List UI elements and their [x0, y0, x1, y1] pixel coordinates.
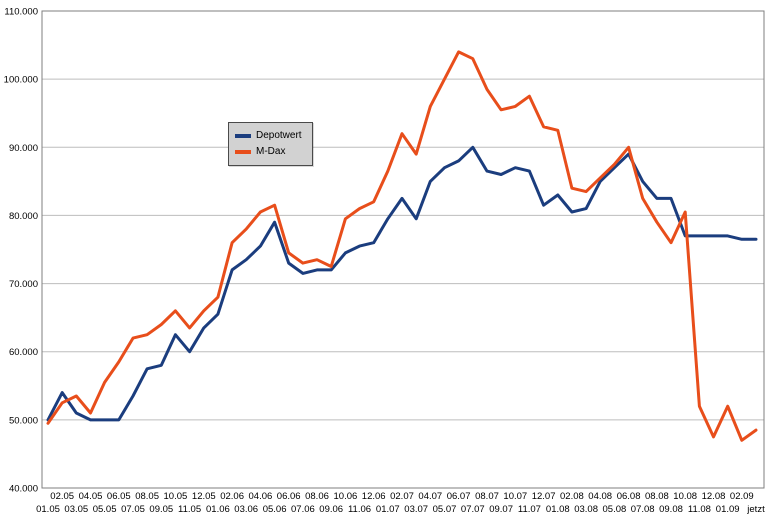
x-tick-label: 11.07 [518, 504, 541, 515]
x-tick-label: 07.06 [291, 504, 315, 515]
x-tick-label: 09.08 [659, 504, 683, 515]
chart-legend: Depotwert M-Dax [228, 122, 313, 166]
y-tick-label: 60.000 [9, 347, 38, 358]
x-tick-label: 05.05 [93, 504, 117, 515]
legend-item-depotwert: Depotwert [235, 129, 302, 143]
x-tick-label: 04.07 [418, 491, 442, 502]
x-tick-label: 11.08 [688, 504, 711, 515]
x-tick-label: 01.05 [36, 504, 60, 515]
x-tick-label: 04.08 [588, 491, 612, 502]
depotwert-line-swatch [235, 134, 251, 138]
x-tick-label: 08.06 [305, 491, 329, 502]
x-tick-label: 06.07 [447, 491, 471, 502]
x-tick-label: 06.05 [107, 491, 131, 502]
y-tick-label: 50.000 [9, 415, 38, 426]
x-tick-label: 01.06 [206, 504, 230, 515]
x-tick-label: 10.05 [164, 491, 188, 502]
y-tick-label: 110.000 [4, 7, 38, 18]
x-tick-label: 04.05 [79, 491, 103, 502]
x-tick-label: 09.06 [319, 504, 343, 515]
x-tick-label: 08.07 [475, 491, 499, 502]
plot-border [41, 10, 765, 489]
x-tick-label: 11.05 [178, 504, 201, 515]
x-tick-label: 10.07 [503, 491, 527, 502]
x-tick-label: 07.08 [631, 504, 655, 515]
x-tick-label: 01.08 [546, 504, 570, 515]
x-tick-label: 05.07 [433, 504, 457, 515]
x-tick-label: 12.05 [192, 491, 216, 502]
x-tick-label: 11.06 [348, 504, 371, 515]
x-tick-label: 12.06 [362, 491, 386, 502]
x-tick-label: 06.06 [277, 491, 301, 502]
x-tick-label: 06.08 [617, 491, 641, 502]
x-tick-label: 10.08 [673, 491, 697, 502]
y-tick-label: 80.000 [9, 211, 38, 222]
x-tick-label: 05.08 [603, 504, 627, 515]
x-tick-label: 08.08 [645, 491, 669, 502]
x-tick-label: 10.06 [334, 491, 358, 502]
x-tick-label: 08.05 [135, 491, 159, 502]
x-tick-label: 03.07 [404, 504, 428, 515]
y-tick-label: 100.000 [4, 75, 38, 86]
x-tick-label: 01.09 [716, 504, 740, 515]
mdax-line-swatch [235, 150, 251, 154]
x-tick-label: 09.07 [489, 504, 513, 515]
legend-label-depotwert: Depotwert [256, 130, 302, 141]
x-tick-label: 03.08 [574, 504, 598, 515]
x-tick-label: 09.05 [149, 504, 173, 515]
x-tick-label: 07.07 [461, 504, 485, 515]
x-tick-label: 12.07 [532, 491, 556, 502]
x-tick-label: jetzt [746, 504, 765, 515]
x-tick-label: 03.06 [234, 504, 258, 515]
y-tick-label: 90.000 [9, 143, 38, 154]
y-tick-label: 70.000 [9, 279, 38, 290]
series-line-depotwert [46, 145, 758, 422]
x-tick-label: 02.06 [220, 491, 244, 502]
x-tick-label: 03.05 [64, 504, 88, 515]
x-tick-label: 01.07 [376, 504, 400, 515]
series-line-m-dax [46, 50, 758, 442]
x-tick-label: 12.08 [702, 491, 726, 502]
x-tick-label: 05.06 [263, 504, 287, 515]
legend-label-mdax: M-Dax [256, 146, 286, 157]
x-tick-label: 02.05 [50, 491, 74, 502]
x-tick-label: 02.07 [390, 491, 414, 502]
x-tick-label: 04.06 [249, 491, 273, 502]
x-tick-label: 07.05 [121, 504, 145, 515]
legend-item-mdax: M-Dax [235, 145, 302, 159]
y-tick-label: 40.000 [9, 484, 38, 495]
x-tick-label: 02.09 [730, 491, 754, 502]
x-tick-label: 02.08 [560, 491, 584, 502]
